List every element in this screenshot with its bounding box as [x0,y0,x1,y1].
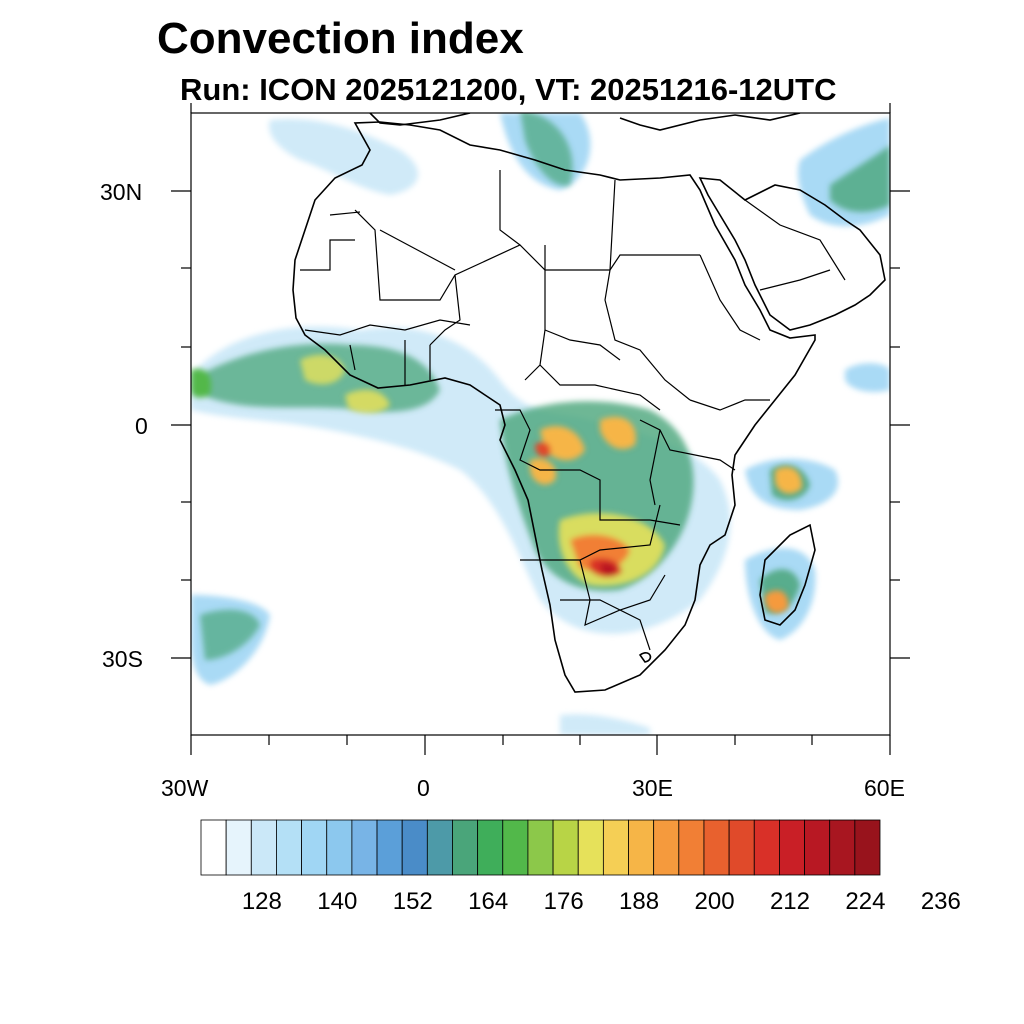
colorbar-swatch [804,819,831,876]
colorbar-swatch [854,819,881,876]
colorbar-swatch [376,819,403,876]
colorbar-swatch [301,819,328,876]
lon-label-0: 0 [417,775,430,801]
colorbar-swatch [602,819,629,876]
colorbar-swatch [552,819,579,876]
colorbar-tick-label: 236 [920,888,961,915]
lat-label-30n: 30N [100,179,143,205]
colorbar-swatch [326,819,353,876]
colorbar-tick-label: 152 [392,888,433,915]
colorbar-tick-label: 200 [694,888,735,915]
arabia-coastline [698,177,886,331]
colorbar-tick-label: 128 [241,888,282,915]
europe-coastline [369,113,801,131]
lon-label-60e: 60E [864,775,905,801]
coastlines [292,113,886,693]
colorbar-tick-label: 176 [543,888,584,915]
chart-subtitle: Run: ICON 2025121200, VT: 20251216-12UTC [180,72,837,107]
madagascar-coastline [759,523,816,626]
colorbar-swatch [200,819,227,876]
convection-field [191,113,890,735]
lat-label-0: 0 [135,413,148,439]
colorbar-swatch [703,819,730,876]
colorbar-swatch [779,819,805,876]
lon-label-30e: 30E [632,775,673,801]
colorbar [200,819,881,876]
field-southern [560,714,650,735]
africa-coastline [292,121,816,693]
colorbar-swatch [728,819,755,876]
colorbar-tick-label: 212 [769,888,810,915]
colorbar-swatch [351,819,378,876]
colorbar-swatch [477,819,504,876]
colorbar-swatch [502,819,529,876]
colorbar-swatch [276,819,302,876]
colorbar-swatch [452,819,479,876]
colorbar-swatch [753,819,780,876]
colorbar-swatch [250,819,277,876]
colorbar-swatch [401,819,428,876]
colorbar-tick-label: 224 [845,888,886,915]
colorbar-swatch [527,819,554,876]
lon-label-30w: 30W [161,775,209,801]
colorbar-swatch [653,819,680,876]
colorbar-tick-label: 188 [619,888,660,915]
map-frame [190,112,891,736]
colorbar-swatch [225,819,252,876]
country-borders [300,170,846,651]
colorbar-tick-label: 140 [317,888,358,915]
field-east-ocean [845,363,890,392]
colorbar-swatch [678,819,705,876]
lat-label-30s: 30S [102,646,143,672]
chart-title: Convection index [157,14,524,63]
colorbar-swatch [829,819,856,876]
colorbar-swatch [577,819,604,876]
colorbar-swatch [628,819,655,876]
colorbar-swatch [426,819,453,876]
colorbar-tick-label: 164 [468,888,509,915]
axis-ticks [171,103,910,755]
field-north-africa [269,119,419,195]
